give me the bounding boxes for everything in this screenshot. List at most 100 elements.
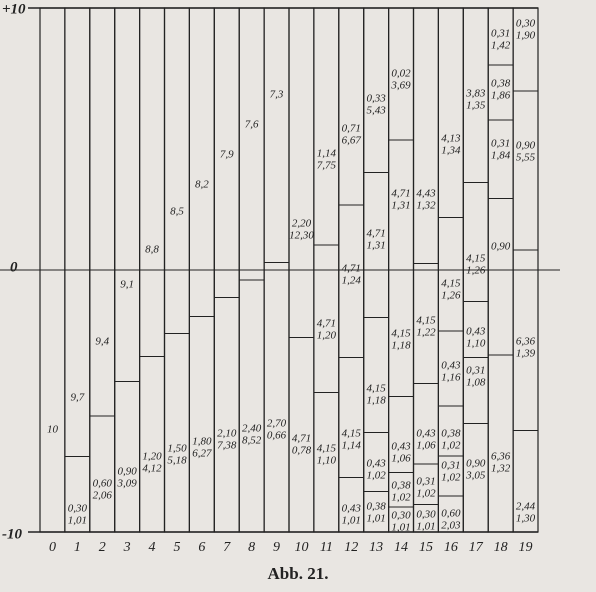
cell-value: 1,14: [317, 148, 337, 160]
column-label: 0: [49, 540, 56, 555]
cell-value: 1,50: [167, 443, 187, 455]
cell-value: 1,14: [342, 440, 362, 452]
column-label: 18: [494, 540, 508, 555]
cell-value: 0,31: [491, 138, 510, 150]
cell-value: 0,30: [516, 18, 536, 30]
cell-value: 0,38: [391, 480, 411, 492]
cell-value: 7,9: [220, 149, 234, 161]
cell-value: 4,15: [317, 443, 337, 455]
cell-value: 4,15: [367, 383, 387, 395]
axis-label: 0: [10, 259, 18, 275]
cell-value: 1,90: [516, 30, 536, 42]
cell-value: 1,18: [367, 395, 387, 407]
cell-value: 1,02: [367, 470, 387, 482]
cell-value: 0,90: [491, 241, 511, 253]
cell-value: 1,18: [391, 340, 411, 352]
cell-value: 4,71: [391, 188, 410, 200]
cell-value: 2,20: [292, 218, 312, 230]
cell-value: 7,3: [270, 89, 284, 101]
cell-value: 0,60: [93, 478, 113, 490]
cell-value: 0,90: [516, 140, 536, 152]
cell-value: 1,02: [441, 472, 461, 484]
cell-value: 6,27: [192, 448, 212, 460]
cell-value: 1,34: [441, 145, 461, 157]
column-label: 11: [320, 540, 333, 555]
column-label: 3: [123, 540, 131, 555]
cell-value: 4,15: [466, 253, 486, 265]
cell-value: 10: [47, 424, 59, 436]
cell-value: 2,44: [516, 501, 536, 513]
cell-value: 8,2: [195, 179, 209, 191]
cell-value: 1,86: [491, 90, 511, 102]
cell-value: 1,02: [416, 488, 436, 500]
cell-value: 1,16: [441, 372, 461, 384]
cell-value: 12,30: [289, 230, 314, 242]
cell-value: 8,52: [242, 435, 262, 447]
cell-value: 7,6: [245, 119, 259, 131]
cell-value: 1,26: [441, 290, 461, 302]
cell-value: 1,01: [367, 513, 386, 525]
column-label: 9: [273, 540, 280, 555]
column-label: 4: [149, 540, 156, 555]
column-label: 1: [74, 540, 81, 555]
caption: Abb. 21.: [268, 564, 329, 583]
cell-value: 0,43: [441, 360, 461, 372]
cell-value: 2,06: [93, 490, 113, 502]
cell-value: 1,42: [491, 40, 511, 52]
column: [512, 7, 539, 533]
cell-value: 1,84: [491, 150, 511, 162]
cell-value: 0,60: [441, 508, 461, 520]
cell-value: 0,43: [466, 326, 486, 338]
cell-value: 0,38: [367, 501, 387, 513]
column-label: 16: [444, 540, 458, 555]
cell-value: 2,70: [267, 418, 287, 430]
cell-value: 6,36: [491, 451, 511, 463]
cell-value: 9,4: [95, 336, 109, 348]
cell-value: 0,78: [292, 445, 312, 457]
cell-value: 0,38: [491, 78, 511, 90]
cell-value: 7,38: [217, 440, 237, 452]
cell-value: 1,20: [142, 451, 162, 463]
cell-value: 4,12: [142, 463, 162, 475]
cell-value: 4,13: [441, 133, 461, 145]
cell-value: 4,15: [416, 315, 436, 327]
column-label: 8: [248, 540, 255, 555]
cell-value: 3,09: [117, 478, 138, 490]
cell-value: 5,43: [367, 105, 387, 117]
column-label: 13: [369, 540, 383, 555]
cell-value: 1,30: [516, 513, 536, 525]
column-label: 19: [519, 540, 533, 555]
cell-value: 0,43: [391, 441, 411, 453]
cell-value: 1,02: [391, 492, 411, 504]
cell-value: 0,90: [466, 458, 486, 470]
cell-value: 7,75: [317, 160, 337, 172]
cell-value: 4,71: [367, 228, 386, 240]
cell-value: 1,01: [68, 515, 87, 527]
cell-value: 4,71: [342, 263, 361, 275]
cell-value: 1,10: [317, 455, 337, 467]
axis-label: +10: [2, 1, 26, 17]
cell-value: 3,05: [465, 470, 486, 482]
cell-value: 0,02: [391, 68, 411, 80]
cell-value: 0,31: [416, 476, 435, 488]
cell-value: 1,22: [416, 327, 436, 339]
cell-value: 2,10: [217, 428, 237, 440]
cell-value: 1,32: [416, 200, 436, 212]
cell-value: 9,7: [70, 392, 84, 404]
cell-value: 1,06: [416, 440, 436, 452]
cell-value: 2,03: [441, 520, 461, 532]
cell-value: 0,43: [342, 503, 362, 515]
cell-value: 0,31: [466, 365, 485, 377]
cell-value: 1,06: [391, 453, 411, 465]
cell-value: 1,20: [317, 330, 337, 342]
cell-value: 0,31: [491, 28, 510, 40]
cell-value: 9,1: [120, 279, 134, 291]
cell-value: 0,66: [267, 430, 287, 442]
cell-value: 4,71: [317, 318, 336, 330]
cell-value: 8,5: [170, 206, 184, 218]
cell-value: 1,31: [367, 240, 386, 252]
cell-value: 1,08: [466, 377, 486, 389]
cell-value: 0,43: [416, 428, 436, 440]
cell-value: 1,02: [441, 440, 461, 452]
